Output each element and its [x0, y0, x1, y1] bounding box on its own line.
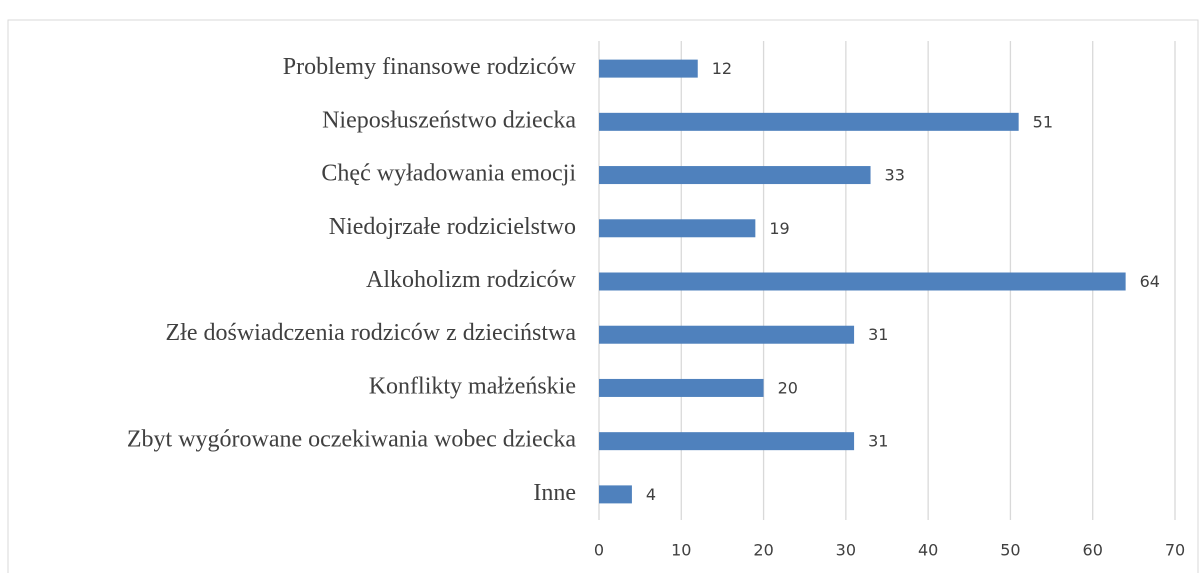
y-tick-label: Nieposłuszeństwo dziecka — [322, 107, 576, 133]
data-label: 33 — [885, 166, 905, 185]
chart-frame — [7, 19, 1199, 573]
data-label: 51 — [1033, 112, 1053, 131]
data-label: 31 — [868, 325, 888, 344]
x-tick-label: 40 — [918, 541, 938, 560]
x-tick-label: 0 — [594, 541, 604, 560]
x-tick-label: 60 — [1083, 541, 1103, 560]
data-label: 20 — [778, 378, 798, 397]
x-tick-label: 70 — [1165, 541, 1185, 560]
y-tick-label: Konflikty małżeńskie — [369, 373, 576, 399]
bar — [599, 59, 698, 78]
y-tick-label: Chęć wyładowania emocji — [321, 161, 576, 187]
y-tick-label: Problemy finansowe rodziców — [283, 54, 577, 80]
bar — [599, 166, 871, 185]
x-tick-label: 50 — [1000, 541, 1020, 560]
y-tick-label: Złe doświadczenia rodziców z dzieciństwa — [166, 320, 577, 346]
x-tick-label: 20 — [753, 541, 773, 560]
x-tick-label: 10 — [671, 541, 691, 560]
bar — [599, 219, 756, 238]
bar — [599, 112, 1019, 131]
y-tick-label: Alkoholizm rodziców — [366, 267, 577, 293]
bar — [599, 378, 764, 397]
data-label: 64 — [1140, 272, 1160, 291]
bar — [599, 325, 855, 344]
y-tick-label: Inne — [533, 480, 576, 506]
y-tick-label: Niedojrzałe rodzicielstwo — [329, 214, 576, 240]
data-label: 12 — [712, 59, 732, 78]
data-label: 19 — [769, 219, 789, 238]
data-label: 31 — [868, 432, 888, 451]
data-label: 4 — [646, 485, 656, 504]
bar — [599, 485, 632, 504]
y-tick-label: Zbyt wygórowane oczekiwania wobec dzieck… — [127, 427, 576, 453]
x-tick-label: 30 — [836, 541, 856, 560]
bar — [599, 272, 1126, 291]
bar — [599, 432, 855, 451]
